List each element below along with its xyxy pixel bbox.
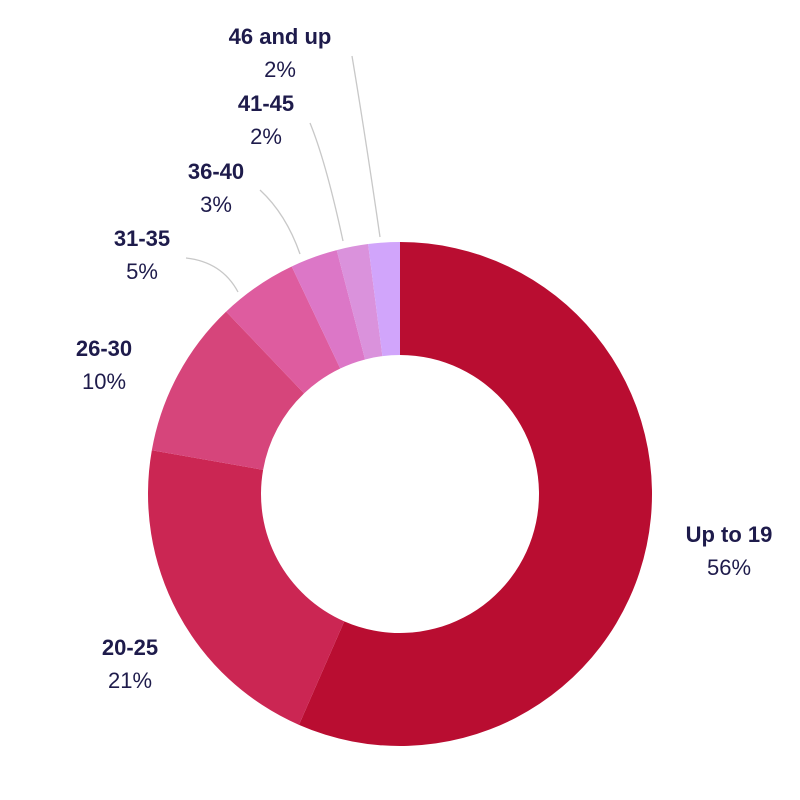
slice-46-and-up [368, 242, 400, 357]
category-label-36-40: 36-40 [188, 159, 244, 184]
category-label-20-25: 20-25 [102, 635, 158, 660]
leader-line-group [185, 55, 381, 293]
leader-line-36-40 [259, 189, 301, 255]
slice-36-40 [291, 250, 366, 369]
value-label-41-45: 2% [250, 124, 282, 149]
value-label-up-to-19: 56% [707, 555, 751, 580]
slice-up-to-19 [298, 242, 652, 746]
leader-line-41-45 [309, 122, 344, 242]
value-label-31-35: 5% [126, 259, 158, 284]
category-label-46-and-up: 46 and up [229, 24, 332, 49]
value-label-46-and-up: 2% [264, 57, 296, 82]
slice-31-35 [226, 266, 341, 394]
category-label-up-to-19: Up to 19 [686, 522, 773, 547]
value-label-20-25: 21% [108, 668, 152, 693]
leader-line-31-35 [185, 257, 239, 293]
category-label-26-30: 26-30 [76, 336, 132, 361]
category-label-31-35: 31-35 [114, 226, 170, 251]
value-label-26-30: 10% [82, 369, 126, 394]
value-label-36-40: 3% [200, 192, 232, 217]
slice-20-25 [148, 450, 345, 725]
slice-41-45 [336, 244, 383, 360]
label-group: Up to 19 56% 20-25 21% 26-30 10% 31-35 5% 36-40 3… [76, 24, 773, 693]
slice-26-30 [151, 311, 305, 470]
category-label-41-45: 41-45 [238, 91, 294, 116]
leader-line-46-and-up [351, 55, 381, 238]
slice-group [148, 242, 652, 746]
